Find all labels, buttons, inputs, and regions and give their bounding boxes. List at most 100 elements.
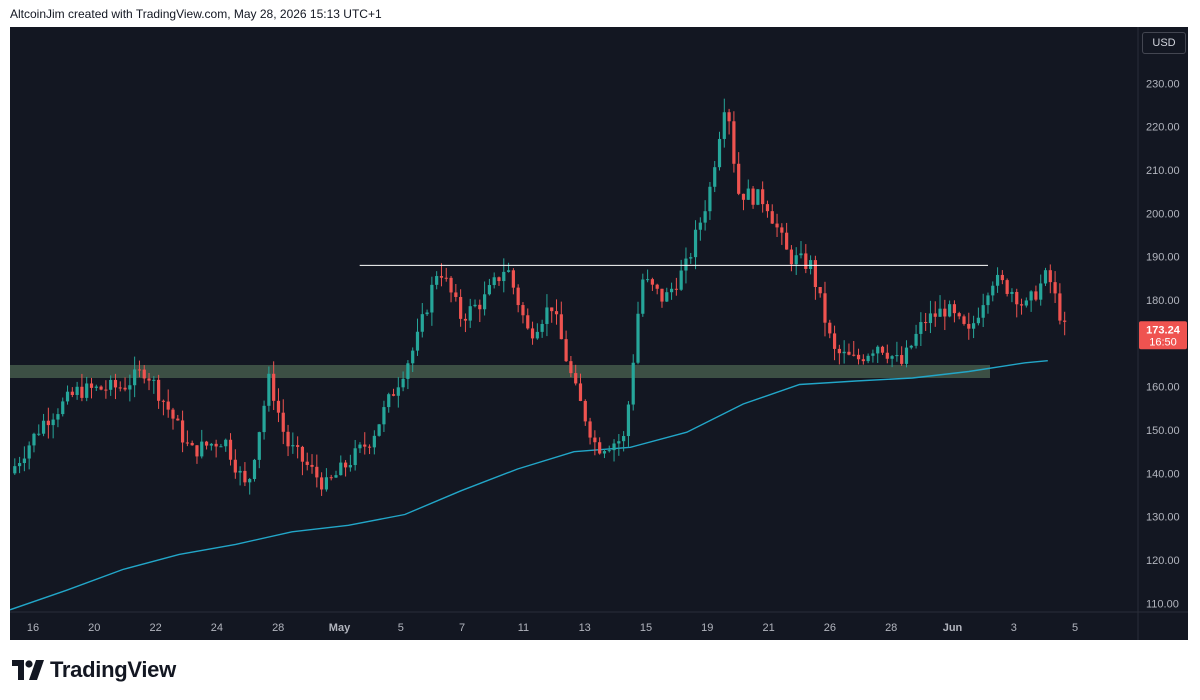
candle-body xyxy=(794,255,798,265)
candle-body xyxy=(276,400,281,413)
candle-body xyxy=(885,352,889,359)
candle-body xyxy=(176,418,180,421)
currency-button[interactable]: USD xyxy=(1142,32,1186,54)
candle-body xyxy=(761,189,765,205)
x-tick-label: 13 xyxy=(579,622,591,634)
candle-body xyxy=(612,443,616,451)
candle-body xyxy=(123,387,127,390)
moving-average-line xyxy=(10,360,1048,611)
candle-body xyxy=(770,211,774,224)
candle-body xyxy=(746,188,750,200)
candle-body xyxy=(411,350,415,364)
candle-body xyxy=(32,433,36,446)
candle-body xyxy=(708,186,712,212)
candle-body xyxy=(171,409,175,419)
candle-body xyxy=(924,322,928,324)
support-zone-rect xyxy=(10,365,990,378)
candle-body xyxy=(933,313,937,317)
candle-body xyxy=(818,287,822,294)
candle-body xyxy=(713,167,717,187)
price-chart[interactable]: 110.00120.00130.00140.00150.00160.00170.… xyxy=(10,27,1188,640)
x-tick-label: 20 xyxy=(88,622,100,634)
candle-body xyxy=(80,386,84,398)
candle-body xyxy=(526,315,530,329)
candle-body xyxy=(828,322,832,334)
candle-body xyxy=(200,441,204,457)
candle-body xyxy=(540,323,544,332)
x-tick-label: 21 xyxy=(762,622,774,634)
candle-body xyxy=(569,361,573,374)
candle-body xyxy=(928,313,933,324)
candle-body xyxy=(56,414,60,420)
candle-body xyxy=(454,292,458,297)
candle-body xyxy=(228,439,233,460)
candle-body xyxy=(89,383,94,388)
x-tick-label: 28 xyxy=(885,622,897,634)
candle-body xyxy=(1063,320,1067,322)
candle-body xyxy=(267,373,271,406)
candle-body xyxy=(948,304,952,317)
candle-body xyxy=(871,353,875,356)
candle-body xyxy=(741,193,746,200)
candle-body xyxy=(698,222,702,230)
candle-body xyxy=(1029,291,1033,301)
chart-panel[interactable]: 110.00120.00130.00140.00150.00160.00170.… xyxy=(10,27,1188,640)
candle-body xyxy=(876,346,880,354)
candle-body xyxy=(329,477,333,479)
candle-body xyxy=(765,204,770,212)
candle-body xyxy=(732,121,736,164)
candle-body xyxy=(669,288,674,293)
candle-body xyxy=(118,387,122,389)
candle-body xyxy=(343,462,348,468)
candle-body xyxy=(617,441,621,444)
candle-body xyxy=(1005,280,1009,294)
candle-body xyxy=(598,442,602,454)
candle-body xyxy=(703,211,707,223)
candle-body xyxy=(104,389,108,391)
candle-body xyxy=(439,276,444,278)
candle-body xyxy=(751,188,755,205)
candle-body xyxy=(1000,274,1004,281)
candle-body xyxy=(516,287,520,306)
candle-body xyxy=(967,323,971,329)
candle-body xyxy=(679,270,683,290)
candle-body xyxy=(1039,283,1043,300)
candle-body xyxy=(435,276,439,285)
candle-body xyxy=(51,419,55,426)
candle-body xyxy=(61,401,65,415)
candle-body xyxy=(334,475,338,478)
candle-body xyxy=(650,279,654,285)
candle-body xyxy=(986,295,990,306)
x-tick-label: 16 xyxy=(27,622,39,634)
candle-body xyxy=(847,351,851,355)
candle-body xyxy=(574,373,578,384)
candle-body xyxy=(185,442,189,444)
candle-body xyxy=(478,304,482,310)
candle-body xyxy=(655,284,659,289)
candle-body xyxy=(382,407,386,425)
candle-body xyxy=(660,288,664,302)
candle-body xyxy=(147,378,151,381)
candle-body xyxy=(358,444,362,449)
candle-body xyxy=(133,369,137,386)
y-tick-label: 190.00 xyxy=(1146,252,1180,264)
candle-body xyxy=(506,270,511,272)
candle-body xyxy=(636,313,640,363)
candle-body xyxy=(310,464,314,467)
candle-body xyxy=(320,477,324,490)
y-tick-label: 160.00 xyxy=(1146,382,1180,394)
candle-body xyxy=(257,432,261,460)
support-zone xyxy=(10,365,990,378)
candle-body xyxy=(372,435,376,448)
candle-body xyxy=(152,379,156,381)
candle-body xyxy=(281,412,285,432)
x-tick-label: 28 xyxy=(272,622,284,634)
candle-body xyxy=(190,442,194,446)
candle-body xyxy=(109,379,113,390)
candle-body xyxy=(1043,270,1048,284)
candle-body xyxy=(224,439,228,447)
chart-caption: AltcoinJim created with TradingView.com,… xyxy=(10,7,382,21)
candle-body xyxy=(1010,291,1014,294)
candle-body xyxy=(895,355,899,357)
candle-body xyxy=(137,369,142,371)
